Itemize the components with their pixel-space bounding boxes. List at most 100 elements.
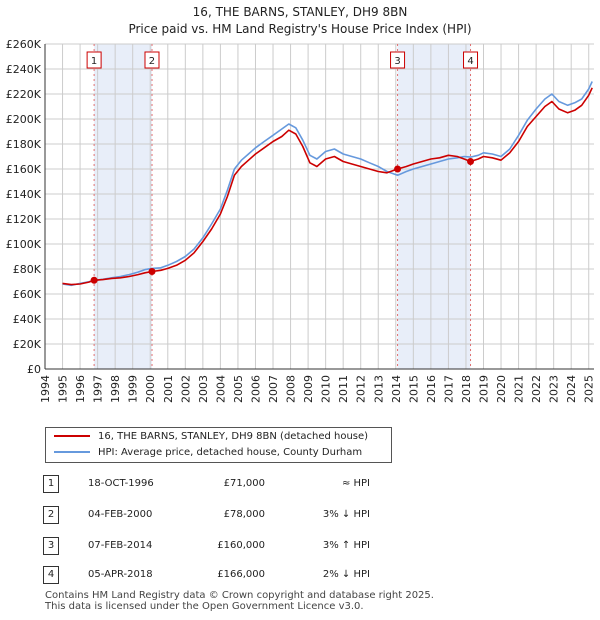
transaction-label-box: [390, 51, 406, 69]
transaction-price: £160,000: [217, 540, 265, 551]
y-tick-label: £100K: [6, 238, 42, 251]
footer-licence: This data is licensed under the Open Gov…: [45, 601, 364, 612]
transaction-label-text: 2: [149, 56, 155, 67]
y-tick-label: £240K: [6, 63, 42, 76]
x-tick-label: 2000: [144, 375, 157, 403]
x-tick-label: 1998: [109, 375, 122, 403]
x-tick-label: 2021: [513, 375, 526, 403]
transaction-label-text: 3: [394, 56, 400, 67]
transaction-label: 1: [86, 51, 102, 69]
transaction-label: 2: [144, 51, 160, 69]
transaction-date: 18-OCT-1996: [88, 478, 154, 489]
x-tick-label: 1995: [57, 375, 70, 403]
transaction-marker: 4: [43, 566, 59, 584]
x-tick-label: 1996: [74, 375, 87, 403]
grid-lines: [44, 43, 594, 370]
y-tick-labels: £0 £20K £40K £60K £80K £100K £120K £140K £160K £1…: [6, 38, 42, 376]
x-tick-label: 1997: [92, 375, 105, 403]
y-tick-label: £80K: [13, 263, 42, 276]
transaction-hpi: 3% ↓ HPI: [322, 509, 370, 520]
y-tick-label: £260K: [6, 38, 42, 51]
x-tick-label: 2018: [460, 375, 473, 403]
transaction-label-text: 1: [91, 56, 97, 67]
transaction-point: [394, 165, 402, 173]
shaded-periods: [94, 44, 471, 369]
x-tick-label: 2013: [372, 375, 385, 403]
transaction-labels: 1 2 3 4: [86, 51, 479, 69]
transaction-marker: 3: [43, 537, 59, 555]
x-tick-label: 2023: [548, 375, 561, 403]
transaction-lines: [93, 44, 472, 369]
y-tick-label: £20K: [13, 338, 42, 351]
x-tick-label: 1994: [39, 375, 52, 403]
legend-label-property: 16, THE BARNS, STANLEY, DH9 8BN (detache…: [98, 431, 369, 442]
transaction-label: 3: [390, 51, 406, 69]
axes: [44, 44, 594, 370]
shaded-period: [397, 44, 471, 369]
chart-title-text: 16, THE BARNS, STANLEY, DH9 8BN: [192, 5, 408, 19]
transaction-label-box: [463, 51, 479, 69]
y-tick-label: £140K: [6, 188, 42, 201]
x-tick-label: 2003: [197, 375, 210, 403]
y-tick-label: £120K: [6, 213, 42, 226]
transaction-price: £71,000: [223, 478, 265, 489]
chart-title: 16, THE BARNS, STANLEY, DH9 8BN Price pa…: [0, 4, 600, 38]
x-tick-label: 2017: [442, 375, 455, 403]
x-tick-label: 2006: [249, 375, 262, 403]
transaction-point: [467, 158, 475, 165]
x-tick-label: 2014: [390, 375, 403, 403]
x-tick-label: 2007: [267, 375, 280, 403]
legend-swatch-hpi: [54, 451, 90, 453]
transaction-price: £78,000: [223, 509, 265, 520]
x-tick-label: 2025: [583, 375, 596, 403]
transaction-hpi: ≈ HPI: [341, 478, 370, 489]
transaction-label: 4: [463, 51, 479, 69]
footer: Contains HM Land Registry data © Crown c…: [45, 590, 434, 612]
transaction-label-text: 4: [467, 56, 473, 67]
transaction-date: 07-FEB-2014: [88, 540, 153, 551]
legend-label-hpi: HPI: Average price, detached house, Coun…: [98, 447, 363, 458]
x-tick-label: 2022: [530, 375, 543, 403]
transaction-points: [90, 158, 475, 284]
legend-item-hpi: HPI: Average price, detached house, Coun…: [54, 446, 362, 460]
y-tick-label: £40K: [13, 313, 42, 326]
chart-subtitle-text: Price paid vs. HM Land Registry's House …: [128, 22, 472, 36]
x-tick-label: 2004: [214, 375, 227, 403]
transaction-price: £166,000: [217, 569, 265, 580]
x-tick-label: 2024: [565, 375, 578, 403]
transaction-hpi: 2% ↓ HPI: [322, 569, 370, 580]
transaction-marker: 2: [43, 506, 59, 524]
transaction-point: [148, 268, 156, 275]
x-tick-label: 2016: [425, 375, 438, 403]
price-chart: 1 2 3 4 £0 £20K £40K £60K £80K £100K £120K £140K £1…: [6, 38, 596, 403]
x-tick-label: 2009: [302, 375, 315, 403]
y-tick-label: £60K: [13, 288, 42, 301]
x-tick-label: 2020: [495, 375, 508, 403]
y-tick-label: £160K: [6, 163, 42, 176]
y-tick-label: £200K: [6, 113, 42, 126]
x-tick-label: 2008: [285, 375, 298, 403]
transaction-date: 04-FEB-2000: [88, 509, 153, 520]
x-tick-labels: 1994 1995 1996 1997 1998 1999 2000 2001 2002 2003…: [39, 375, 596, 403]
transaction-point: [90, 276, 98, 284]
legend: 16, THE BARNS, STANLEY, DH9 8BN (detache…: [45, 427, 392, 463]
shaded-period: [94, 44, 152, 369]
footer-copyright: Contains HM Land Registry data © Crown c…: [45, 590, 434, 601]
legend-swatch-property: [54, 435, 90, 437]
x-tick-label: 1999: [127, 375, 140, 403]
x-tick-label: 2012: [355, 375, 368, 403]
transaction-label-box: [86, 51, 102, 69]
x-tick-label: 2010: [320, 375, 333, 403]
y-tick-label: £0: [27, 363, 41, 376]
transaction-hpi: 3% ↑ HPI: [322, 540, 370, 551]
transaction-marker: 1: [43, 475, 59, 493]
transaction-date: 05-APR-2018: [88, 569, 153, 580]
legend-item-property: 16, THE BARNS, STANLEY, DH9 8BN (detache…: [54, 430, 368, 444]
y-tick-label: £220K: [6, 88, 42, 101]
x-tick-label: 2015: [407, 375, 420, 403]
x-tick-label: 2001: [162, 375, 175, 403]
transaction-label-box: [144, 51, 160, 69]
x-tick-label: 2005: [232, 375, 245, 403]
x-tick-label: 2011: [337, 375, 350, 403]
x-tick-label: 2019: [477, 375, 490, 403]
